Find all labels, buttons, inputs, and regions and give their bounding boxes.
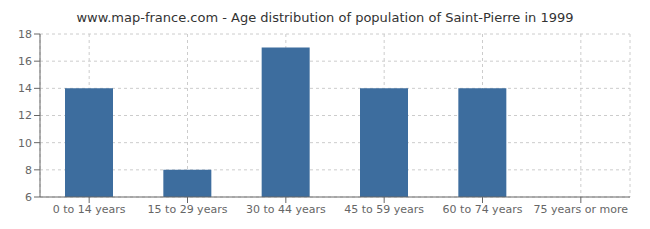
svg-text:14: 14 [18,82,32,95]
svg-text:18: 18 [18,28,32,41]
svg-text:60 to 74 years: 60 to 74 years [443,203,523,216]
svg-text:0 to 14 years: 0 to 14 years [53,203,126,216]
svg-text:16: 16 [18,55,32,68]
svg-text:30 to 44 years: 30 to 44 years [246,203,326,216]
html-text:www.map-france.com - Age distr: www.map-france.com - Age distribution of… [76,10,574,25]
svg-text:6: 6 [25,191,32,204]
svg-text:75 years or more: 75 years or more [534,203,629,216]
svg-text:8: 8 [25,164,32,177]
svg-text:45 to 59 years: 45 to 59 years [344,203,424,216]
svg-text:15 to 29 years: 15 to 29 years [148,203,228,216]
svg-text:12: 12 [18,109,32,122]
svg-text:10: 10 [18,137,32,150]
